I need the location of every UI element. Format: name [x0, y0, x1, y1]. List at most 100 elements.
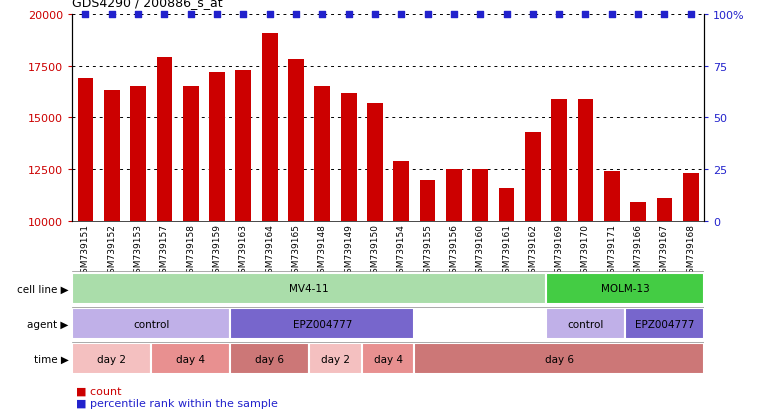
- Bar: [151, 343, 231, 375]
- Text: agent ▶: agent ▶: [27, 319, 68, 329]
- Bar: [683, 174, 699, 221]
- Text: GSM739155: GSM739155: [423, 224, 432, 279]
- Point: [474, 12, 486, 18]
- Point: [342, 12, 355, 18]
- Text: GSM739157: GSM739157: [160, 224, 169, 279]
- Text: GSM739153: GSM739153: [134, 224, 142, 279]
- Bar: [288, 60, 304, 221]
- Point: [422, 12, 434, 18]
- Text: GSM739164: GSM739164: [265, 224, 274, 279]
- Text: EPZ004777: EPZ004777: [635, 319, 694, 329]
- Bar: [314, 87, 330, 221]
- Point: [132, 12, 144, 18]
- Text: EPZ004777: EPZ004777: [293, 319, 352, 329]
- Bar: [183, 87, 199, 221]
- Bar: [420, 180, 435, 221]
- Point: [527, 12, 539, 18]
- Text: GSM739149: GSM739149: [344, 224, 353, 279]
- Point: [501, 12, 513, 18]
- Point: [158, 12, 170, 18]
- Bar: [361, 343, 415, 375]
- Text: GSM739161: GSM739161: [502, 224, 511, 279]
- Point: [290, 12, 302, 18]
- Text: GSM739165: GSM739165: [291, 224, 301, 279]
- Text: GSM739151: GSM739151: [81, 224, 90, 279]
- Text: GSM739162: GSM739162: [528, 224, 537, 279]
- Text: day 4: day 4: [374, 354, 403, 364]
- Bar: [578, 100, 594, 221]
- Bar: [309, 343, 361, 375]
- Point: [658, 12, 670, 18]
- Text: control: control: [567, 319, 603, 329]
- Bar: [235, 71, 251, 221]
- Point: [606, 12, 618, 18]
- Text: day 4: day 4: [177, 354, 205, 364]
- Text: ■ percentile rank within the sample: ■ percentile rank within the sample: [76, 398, 278, 408]
- Text: GSM739159: GSM739159: [212, 224, 221, 279]
- Text: day 2: day 2: [321, 354, 350, 364]
- Text: day 2: day 2: [97, 354, 126, 364]
- Bar: [525, 133, 541, 221]
- Bar: [78, 79, 94, 221]
- Bar: [209, 73, 225, 221]
- Bar: [231, 343, 309, 375]
- Bar: [473, 170, 488, 221]
- Text: GSM739163: GSM739163: [239, 224, 248, 279]
- Point: [106, 12, 118, 18]
- Bar: [103, 91, 119, 221]
- Text: GSM739169: GSM739169: [555, 224, 564, 279]
- Point: [369, 12, 381, 18]
- Bar: [262, 33, 278, 221]
- Text: GSM739168: GSM739168: [686, 224, 696, 279]
- Bar: [130, 87, 146, 221]
- Text: GSM739167: GSM739167: [660, 224, 669, 279]
- Bar: [367, 104, 383, 221]
- Text: MOLM-13: MOLM-13: [600, 284, 649, 294]
- Text: control: control: [133, 319, 170, 329]
- Bar: [657, 199, 673, 221]
- Bar: [546, 273, 704, 304]
- Point: [685, 12, 697, 18]
- Bar: [604, 172, 619, 221]
- Text: GSM739152: GSM739152: [107, 224, 116, 279]
- Bar: [551, 100, 567, 221]
- Bar: [231, 308, 415, 339]
- Bar: [341, 93, 356, 221]
- Bar: [498, 188, 514, 221]
- Text: GSM739170: GSM739170: [581, 224, 590, 279]
- Text: GSM739154: GSM739154: [396, 224, 406, 279]
- Bar: [546, 308, 625, 339]
- Point: [632, 12, 645, 18]
- Bar: [393, 161, 409, 221]
- Point: [79, 12, 91, 18]
- Point: [553, 12, 565, 18]
- Text: GSM739156: GSM739156: [450, 224, 458, 279]
- Point: [317, 12, 329, 18]
- Point: [447, 12, 460, 18]
- Bar: [446, 170, 462, 221]
- Point: [211, 12, 223, 18]
- Bar: [415, 343, 704, 375]
- Text: GSM739171: GSM739171: [607, 224, 616, 279]
- Text: cell line ▶: cell line ▶: [17, 284, 68, 294]
- Text: GSM739158: GSM739158: [186, 224, 196, 279]
- Text: GDS4290 / 200886_s_at: GDS4290 / 200886_s_at: [72, 0, 223, 9]
- Bar: [72, 273, 546, 304]
- Bar: [72, 308, 231, 339]
- Point: [395, 12, 407, 18]
- Text: MV4-11: MV4-11: [289, 284, 329, 294]
- Point: [185, 12, 197, 18]
- Bar: [72, 343, 151, 375]
- Text: GSM739166: GSM739166: [634, 224, 642, 279]
- Point: [263, 12, 275, 18]
- Point: [579, 12, 591, 18]
- Text: ■ count: ■ count: [76, 385, 122, 395]
- Bar: [625, 308, 704, 339]
- Bar: [157, 58, 172, 221]
- Text: day 6: day 6: [545, 354, 574, 364]
- Text: time ▶: time ▶: [33, 354, 68, 364]
- Text: GSM739160: GSM739160: [476, 224, 485, 279]
- Text: GSM739150: GSM739150: [371, 224, 380, 279]
- Text: GSM739148: GSM739148: [318, 224, 326, 279]
- Point: [237, 12, 250, 18]
